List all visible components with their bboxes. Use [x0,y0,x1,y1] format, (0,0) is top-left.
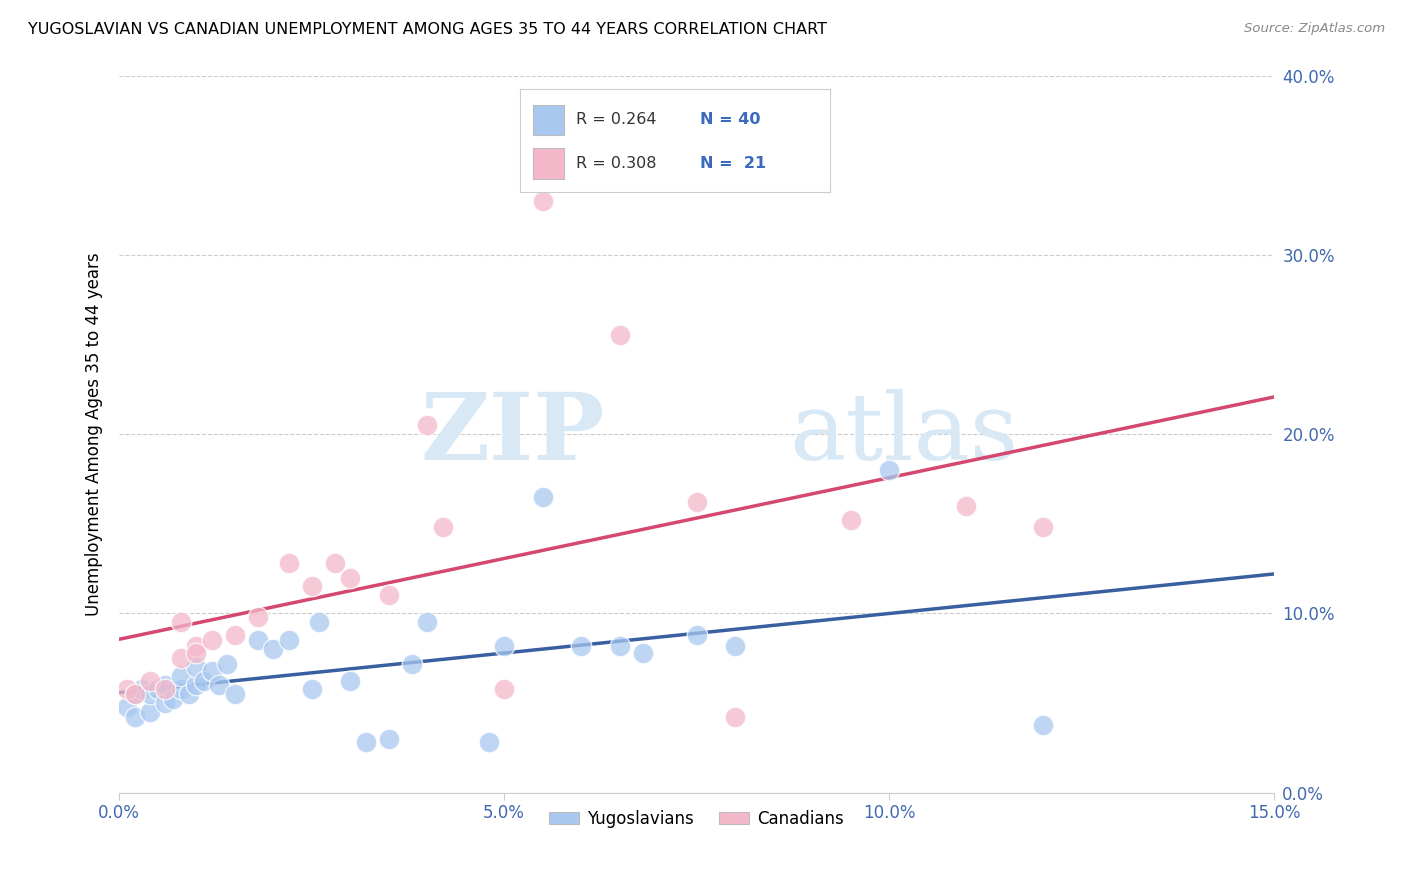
Point [494,681,516,696]
Point [531,490,554,504]
Point [569,639,592,653]
Point [377,589,399,603]
Point [155,681,177,696]
Text: R = 0.308: R = 0.308 [576,156,657,171]
Point [262,642,284,657]
Point [323,556,346,570]
Point [277,556,299,570]
Point [155,696,177,710]
Point [277,633,299,648]
Point [724,710,747,724]
Point [1032,520,1054,534]
Point [354,735,377,749]
Point [877,463,900,477]
FancyBboxPatch shape [533,148,564,179]
Point [193,674,215,689]
Point [139,687,162,701]
Point [308,615,330,630]
Point [685,628,707,642]
Text: R = 0.264: R = 0.264 [576,112,657,128]
Point [432,520,454,534]
Point [146,681,169,696]
Point [631,646,654,660]
Point [186,639,208,653]
Point [224,687,246,701]
Point [531,194,554,208]
Point [139,674,162,689]
Point [170,651,193,665]
Point [839,513,862,527]
Point [186,660,208,674]
Text: N = 40: N = 40 [700,112,761,128]
Text: N =  21: N = 21 [700,156,766,171]
Point [377,731,399,746]
Point [339,570,361,584]
Point [416,615,439,630]
Point [162,692,184,706]
Point [494,639,516,653]
Text: atlas: atlas [789,389,1018,479]
Point [1032,717,1054,731]
Point [124,687,146,701]
FancyBboxPatch shape [533,104,564,136]
Point [224,628,246,642]
Point [339,674,361,689]
Point [215,657,238,671]
Point [609,328,631,343]
Point [201,664,224,678]
Point [201,633,224,648]
Point [301,681,323,696]
Y-axis label: Unemployment Among Ages 35 to 44 years: Unemployment Among Ages 35 to 44 years [86,252,103,615]
Point [301,579,323,593]
Legend: Yugoslavians, Canadians: Yugoslavians, Canadians [543,803,851,835]
Point [115,699,138,714]
Point [724,639,747,653]
Text: Source: ZipAtlas.com: Source: ZipAtlas.com [1244,22,1385,36]
Point [170,669,193,683]
Point [170,615,193,630]
Point [478,735,501,749]
Point [155,678,177,692]
Point [124,710,146,724]
Point [401,657,423,671]
Point [170,681,193,696]
Point [246,633,269,648]
Point [208,678,231,692]
Point [177,687,200,701]
Point [131,681,153,696]
Point [186,678,208,692]
Point [416,418,439,433]
Point [186,646,208,660]
Point [955,499,977,513]
Point [609,639,631,653]
Text: YUGOSLAVIAN VS CANADIAN UNEMPLOYMENT AMONG AGES 35 TO 44 YEARS CORRELATION CHART: YUGOSLAVIAN VS CANADIAN UNEMPLOYMENT AMO… [28,22,827,37]
Point [124,687,146,701]
Point [685,495,707,509]
Point [115,681,138,696]
Point [246,610,269,624]
Text: ZIP: ZIP [420,389,605,479]
Point [139,705,162,719]
